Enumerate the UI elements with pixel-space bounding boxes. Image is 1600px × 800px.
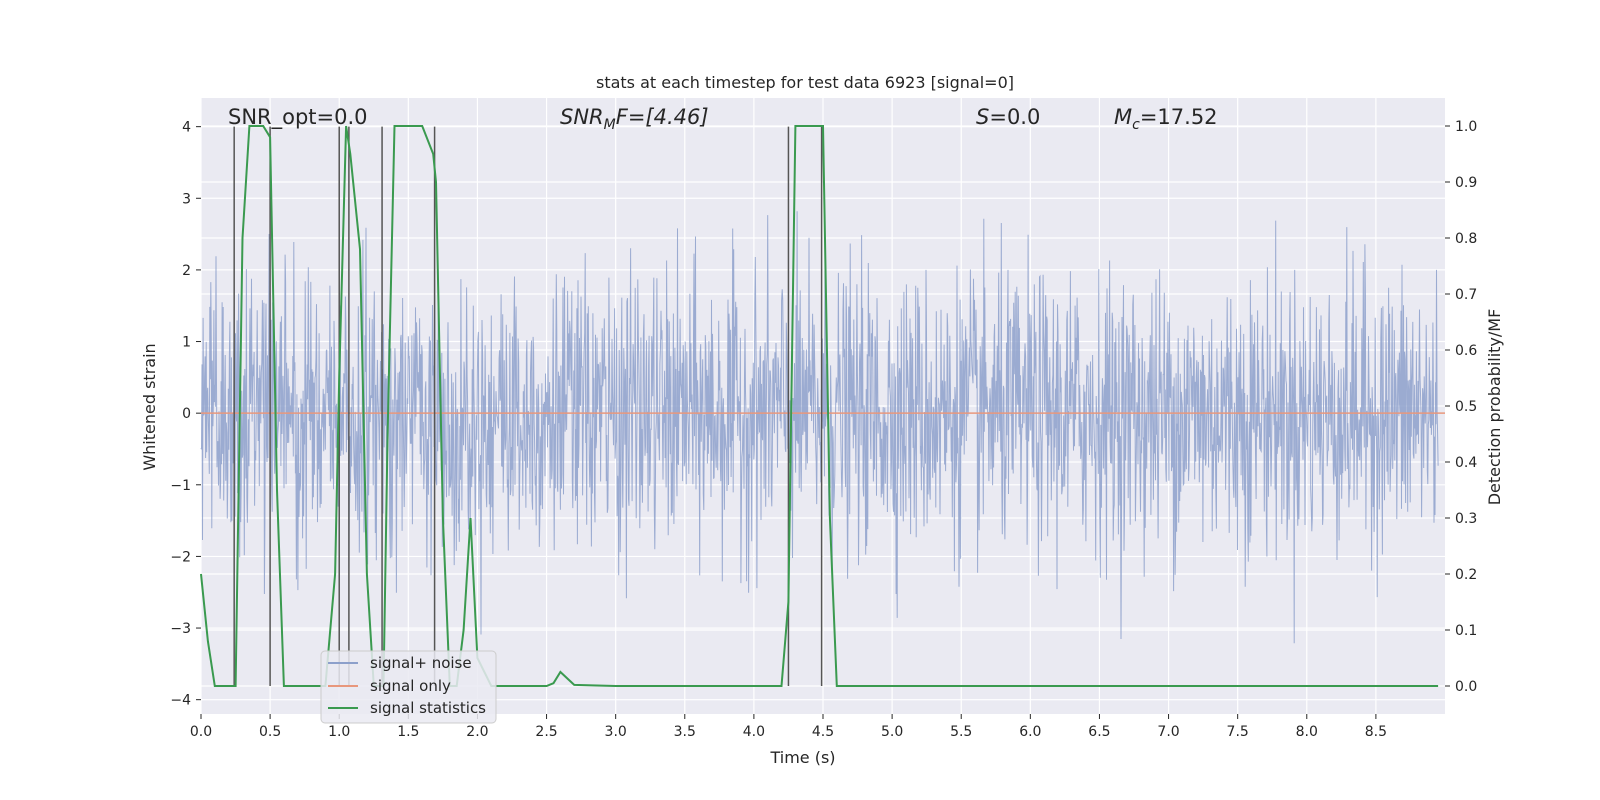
legend-label-signal-only: signal only <box>370 677 451 695</box>
signal-statistics-line <box>200 125 1439 687</box>
y-axis-left-ticks: 4 3 2 1 0 −1 −2 −3 −4 <box>170 120 201 709</box>
x-tick-label: 1.5 <box>397 724 419 740</box>
x-axis-ticks: 0.0 0.5 1.0 1.5 2.0 2.5 3.0 3.5 4.0 4.5 5.0 5.5 6.0 6… <box>190 714 1387 740</box>
x-tick-label: 5.0 <box>881 724 903 740</box>
chart-title: stats at each timestep for test data 692… <box>596 73 1014 92</box>
x-axis-label: Time (s) <box>769 748 835 767</box>
legend-label-signal-noise: signal+ noise <box>370 654 472 672</box>
y-right-tick-label: 0.4 <box>1455 455 1477 471</box>
x-tick-label: 8.0 <box>1296 724 1318 740</box>
y-left-tick-label: 1 <box>182 335 191 351</box>
y-left-tick-label: 2 <box>182 263 191 279</box>
annotation-snr-mf: SNRMF=[4.46] <box>560 105 709 133</box>
y-right-tick-label: 0.7 <box>1455 287 1477 303</box>
x-tick-label: 4.0 <box>743 724 765 740</box>
x-tick-label: 4.5 <box>812 724 834 740</box>
x-tick-label: 0.0 <box>190 724 212 740</box>
x-tick-label: 6.0 <box>1019 724 1041 740</box>
x-tick-label: 5.5 <box>950 724 972 740</box>
x-tick-label: 3.5 <box>674 724 696 740</box>
y-left-tick-label: −3 <box>170 621 191 637</box>
y-left-tick-label: −4 <box>170 693 191 709</box>
y-right-tick-label: 0.3 <box>1455 511 1477 527</box>
x-tick-label: 7.5 <box>1227 724 1249 740</box>
x-tick-label: 2.0 <box>466 724 488 740</box>
legend-label-signal-statistics: signal statistics <box>370 699 486 717</box>
annotation-snr-opt: SNR_opt=0.0 <box>228 105 368 130</box>
legend-box <box>320 650 497 724</box>
noise-line <box>200 211 1439 644</box>
x-tick-label: 0.5 <box>259 724 281 740</box>
legend: signal+ noise signal only signal statist… <box>320 650 497 724</box>
x-tick-label: 6.5 <box>1088 724 1110 740</box>
annotation-s: S=0.0 <box>976 105 1040 129</box>
series-signal-statistics <box>200 125 1439 687</box>
y-right-tick-label: 0.6 <box>1455 343 1477 359</box>
y-left-tick-label: 3 <box>182 191 191 207</box>
y-left-tick-label: 4 <box>182 120 191 136</box>
y-right-tick-label: 0.8 <box>1455 231 1477 247</box>
y-axis-right-ticks: 1.0 0.9 0.8 0.7 0.6 0.5 0.4 0.3 0.2 0.1 0.0 <box>1445 119 1477 695</box>
annotation-mc: Mc=17.52 <box>1114 105 1218 133</box>
y-right-tick-label: 0.0 <box>1455 679 1477 695</box>
y-right-tick-label: 1.0 <box>1455 119 1477 135</box>
x-tick-label: 1.0 <box>328 724 350 740</box>
y-axis-left-label: Whitened strain <box>140 343 159 470</box>
x-tick-label: 3.0 <box>605 724 627 740</box>
y-left-tick-label: −2 <box>170 549 191 565</box>
x-tick-label: 7.0 <box>1157 724 1179 740</box>
x-tick-label: 2.5 <box>535 724 557 740</box>
y-left-tick-label: −1 <box>170 478 191 494</box>
y-right-tick-label: 0.2 <box>1455 567 1477 583</box>
y-right-tick-label: 0.1 <box>1455 623 1477 639</box>
x-tick-label: 8.5 <box>1365 724 1387 740</box>
y-axis-right-label: Detection probability/MF <box>1485 309 1504 506</box>
series-signal-noise <box>200 211 1439 644</box>
y-right-tick-label: 0.9 <box>1455 175 1477 191</box>
y-left-tick-label: 0 <box>182 406 191 422</box>
vertical-marker-lines <box>233 126 823 686</box>
y-right-tick-label: 0.5 <box>1455 399 1477 415</box>
